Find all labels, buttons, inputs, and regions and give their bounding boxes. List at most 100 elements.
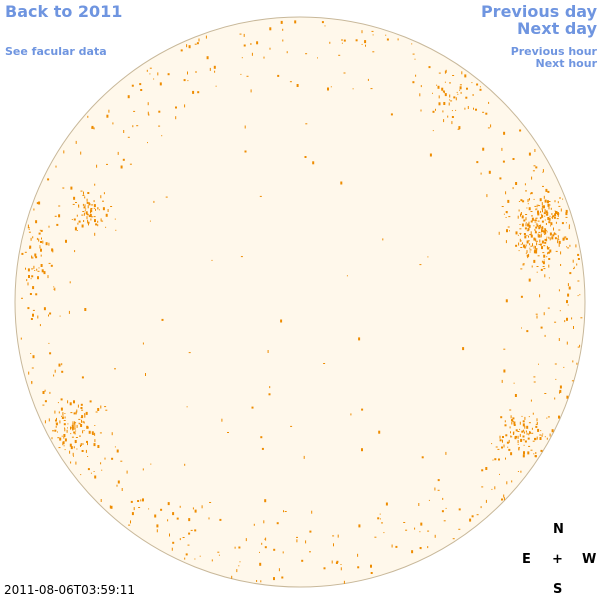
facula-mark	[535, 240, 538, 242]
facula-mark	[535, 423, 538, 425]
facula-mark	[86, 425, 89, 429]
facula-mark	[514, 394, 517, 397]
facula-mark	[59, 315, 61, 317]
facula-mark	[536, 242, 538, 246]
facula-mark	[27, 282, 29, 286]
facula-mark	[53, 288, 55, 290]
facula-mark	[278, 568, 280, 572]
facula-mark	[87, 115, 89, 118]
facula-mark	[528, 445, 531, 447]
facula-mark	[259, 551, 260, 553]
facula-mark	[244, 125, 246, 129]
facula-mark	[546, 245, 548, 249]
facula-mark	[37, 315, 39, 319]
facula-mark	[26, 279, 28, 282]
facula-mark	[115, 229, 117, 231]
facula-mark	[250, 43, 252, 45]
facula-mark	[528, 207, 531, 211]
facula-mark	[522, 242, 523, 245]
facula-mark	[529, 249, 532, 251]
previous-hour-link[interactable]: Previous hour	[510, 45, 597, 58]
facula-mark	[55, 422, 57, 424]
facula-mark	[549, 433, 551, 437]
facula-mark	[533, 237, 536, 241]
facula-mark	[261, 447, 264, 450]
facula-mark	[558, 338, 560, 341]
facula-mark	[405, 529, 408, 531]
facula-mark	[243, 33, 245, 37]
facula-mark	[511, 480, 513, 483]
facula-mark	[304, 156, 307, 158]
facula-mark	[367, 78, 369, 81]
back-to-year-link[interactable]: Back to 2011	[5, 2, 123, 21]
facula-mark	[70, 186, 73, 190]
facula-mark	[515, 244, 518, 247]
facula-mark	[524, 235, 527, 239]
facula-mark	[159, 82, 162, 86]
facula-mark	[370, 88, 373, 90]
facula-mark	[205, 35, 207, 39]
facula-mark	[83, 421, 85, 424]
facula-mark	[190, 529, 193, 531]
facula-mark	[561, 222, 564, 225]
facula-mark	[420, 85, 422, 88]
facula-mark	[523, 429, 525, 432]
facula-mark	[145, 373, 146, 376]
facula-mark	[61, 363, 63, 366]
facula-mark	[74, 425, 76, 429]
facula-mark	[523, 431, 525, 434]
facula-mark	[243, 44, 246, 47]
facula-mark	[519, 238, 521, 242]
facula-mark	[521, 223, 524, 227]
facula-mark	[577, 280, 580, 282]
facula-mark	[503, 348, 506, 350]
facula-mark	[552, 234, 555, 237]
facula-mark	[441, 87, 444, 91]
facula-mark	[548, 258, 551, 260]
facula-mark	[538, 363, 539, 365]
facula-mark	[530, 193, 531, 195]
facula-mark	[515, 429, 518, 432]
facula-mark	[117, 480, 120, 484]
facula-mark	[32, 256, 34, 259]
facula-mark	[40, 264, 43, 267]
facula-mark	[551, 217, 553, 218]
facula-mark	[560, 264, 562, 266]
next-hour-link[interactable]: Next hour	[535, 57, 598, 70]
facula-mark	[510, 435, 512, 438]
facula-mark	[39, 324, 41, 327]
facula-mark	[261, 542, 263, 545]
facula-mark	[538, 205, 541, 207]
facula-mark	[89, 400, 92, 403]
facula-mark	[160, 508, 163, 511]
facula-mark	[94, 425, 96, 426]
facula-mark	[341, 42, 343, 44]
see-facular-data-link[interactable]: See facular data	[5, 45, 107, 58]
next-day-link[interactable]: Next day	[517, 19, 597, 38]
facula-mark	[513, 382, 515, 384]
facula-mark	[577, 253, 580, 256]
facula-mark	[501, 498, 503, 501]
facula-mark	[72, 428, 74, 431]
previous-day-link[interactable]: Previous day	[480, 2, 597, 21]
facula-mark	[455, 109, 457, 111]
facula-mark	[98, 209, 100, 211]
facula-mark	[444, 81, 446, 83]
facula-mark	[526, 432, 528, 435]
facula-mark	[530, 234, 533, 238]
facula-mark	[58, 205, 61, 207]
facula-mark	[31, 381, 33, 385]
facula-mark	[377, 517, 380, 520]
facula-mark	[544, 274, 546, 278]
facula-mark	[461, 71, 463, 75]
facula-mark	[61, 370, 64, 373]
facula-mark	[93, 207, 95, 209]
facula-mark	[55, 165, 57, 168]
facula-mark	[44, 400, 47, 403]
facula-mark	[503, 444, 505, 448]
facula-mark	[535, 218, 537, 221]
facula-mark	[188, 45, 191, 49]
facula-mark	[541, 434, 543, 437]
facula-mark	[541, 208, 543, 210]
facula-mark	[427, 530, 430, 532]
